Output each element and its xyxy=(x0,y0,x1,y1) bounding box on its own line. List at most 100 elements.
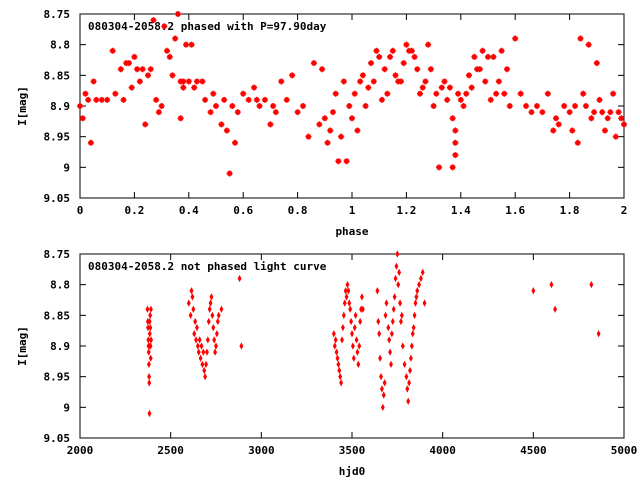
x-tick-label: 1.4 xyxy=(451,204,471,217)
data-point xyxy=(376,53,383,60)
data-point xyxy=(512,35,519,42)
data-point xyxy=(147,409,152,418)
data-point xyxy=(441,78,448,85)
data-point xyxy=(305,133,312,140)
data-point xyxy=(245,96,252,103)
x-tick-label: 1.2 xyxy=(396,204,416,217)
data-point xyxy=(346,103,353,109)
data-point xyxy=(191,305,196,313)
x-tick-label: 4000 xyxy=(429,444,456,457)
data-point xyxy=(149,336,154,344)
data-point xyxy=(381,66,388,73)
data-point xyxy=(211,323,216,332)
data-point xyxy=(204,360,208,369)
data-point xyxy=(216,311,221,319)
data-point xyxy=(382,379,387,387)
data-point xyxy=(407,379,412,387)
data-point xyxy=(215,317,220,326)
data-point xyxy=(316,121,323,128)
x-tick-label: 1.6 xyxy=(505,204,525,217)
data-point xyxy=(415,287,420,295)
data-point xyxy=(185,78,192,85)
x-tick-label: 1 xyxy=(349,204,356,217)
data-point xyxy=(204,348,209,356)
data-point xyxy=(329,109,336,116)
data-point xyxy=(87,139,94,146)
data-point xyxy=(599,109,606,116)
y-tick-label: 8.9 xyxy=(50,340,70,353)
data-point xyxy=(593,60,600,67)
data-point xyxy=(342,299,347,307)
data-point xyxy=(487,96,494,103)
data-point xyxy=(446,84,453,91)
data-point xyxy=(408,366,412,375)
data-point xyxy=(349,317,354,326)
data-point xyxy=(370,78,377,85)
data-point xyxy=(207,305,212,313)
data-point xyxy=(147,330,152,338)
data-point xyxy=(172,35,179,42)
data-point xyxy=(145,305,150,313)
data-point xyxy=(226,170,233,177)
data-point xyxy=(378,354,383,362)
data-point xyxy=(360,305,365,313)
x-tick-label: 0 xyxy=(77,204,84,217)
data-point xyxy=(147,373,152,381)
data-point xyxy=(338,373,343,381)
data-point xyxy=(332,90,339,97)
x-tick-label: 0.8 xyxy=(288,204,308,217)
data-point xyxy=(354,336,359,344)
data-point xyxy=(289,72,296,79)
data-point xyxy=(544,90,551,97)
data-point xyxy=(348,305,353,313)
data-point xyxy=(354,127,361,134)
data-point xyxy=(476,66,483,73)
data-point xyxy=(232,139,239,146)
data-point xyxy=(147,379,152,387)
y-tick-label: 9 xyxy=(63,161,70,174)
data-point xyxy=(550,127,557,134)
data-point xyxy=(392,72,399,79)
data-point xyxy=(341,311,346,319)
data-point xyxy=(572,103,579,109)
data-point xyxy=(148,354,153,362)
data-point xyxy=(389,360,393,369)
data-point xyxy=(192,330,197,338)
data-point xyxy=(463,90,470,97)
data-point xyxy=(146,348,151,356)
data-point xyxy=(397,78,404,85)
y-tick-label: 8.85 xyxy=(44,69,71,82)
data-point xyxy=(420,268,425,277)
data-point xyxy=(351,354,356,362)
data-point xyxy=(362,103,369,109)
data-point xyxy=(195,342,200,350)
data-point xyxy=(200,360,205,369)
data-point xyxy=(387,53,394,60)
data-point xyxy=(148,311,153,319)
data-point xyxy=(120,96,127,103)
data-point xyxy=(261,96,268,103)
data-point xyxy=(345,281,350,289)
data-point xyxy=(253,96,260,103)
data-point xyxy=(214,342,218,350)
data-point xyxy=(357,78,364,85)
data-point xyxy=(321,115,328,122)
data-point xyxy=(411,323,416,332)
data-point xyxy=(569,127,576,134)
data-point xyxy=(278,78,285,85)
data-point xyxy=(203,373,208,381)
data-point xyxy=(604,115,611,122)
data-point xyxy=(414,293,419,301)
data-point xyxy=(134,66,141,73)
data-point xyxy=(239,342,244,350)
data-point xyxy=(621,121,627,128)
data-point xyxy=(419,84,426,91)
data-point xyxy=(383,311,388,319)
data-point xyxy=(324,139,331,146)
data-point xyxy=(125,60,132,67)
data-point xyxy=(414,66,421,73)
data-point xyxy=(504,66,511,73)
data-point xyxy=(418,274,423,283)
data-point xyxy=(506,103,513,109)
data-point xyxy=(193,317,198,326)
